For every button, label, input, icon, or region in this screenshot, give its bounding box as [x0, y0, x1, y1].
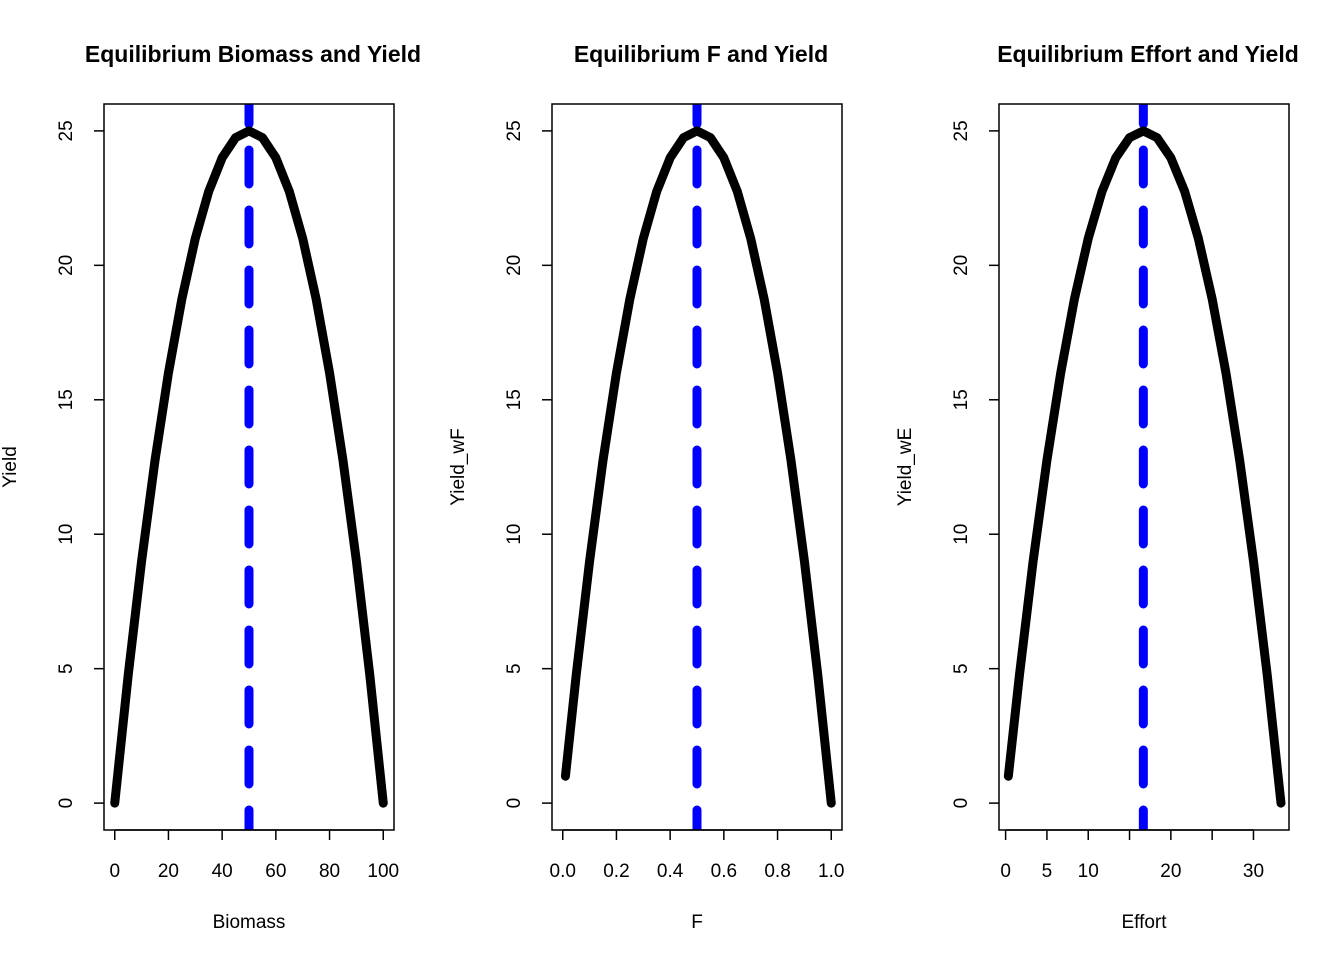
y-tick-label: 10: [504, 524, 525, 545]
plot-area: [560, 104, 836, 830]
y-tick-label: 20: [951, 255, 972, 276]
chart-title: Equilibrium Biomass and Yield: [85, 41, 421, 67]
y-tick-label: 15: [504, 389, 525, 410]
x-tick-label: 0: [1000, 861, 1011, 882]
y-tick-label: 5: [951, 663, 972, 674]
plot-area: [110, 104, 388, 830]
y-tick-label: 15: [951, 389, 972, 410]
chart-panel-1: Equilibrium Biomass and Yield 0 20 40 60 80 10…: [0, 41, 421, 933]
y-tick-label: 10: [951, 524, 972, 545]
x-tick-label: 0.0: [550, 861, 576, 882]
plot-area: [1003, 104, 1286, 830]
chart-title: Equilibrium Effort and Yield: [997, 41, 1299, 67]
y-tick-label: 15: [56, 389, 77, 410]
y-tick-label: 5: [504, 663, 525, 674]
x-tick-label: 0.6: [711, 861, 737, 882]
series-line-1: [110, 126, 388, 808]
x-tick-label: 5: [1042, 861, 1053, 882]
y-tick-label: 20: [56, 255, 77, 276]
x-tick-label: 100: [367, 861, 399, 882]
x-tick-label: 1.0: [818, 861, 844, 882]
x-tick-label: 30: [1243, 861, 1264, 882]
series-line-1: [1003, 126, 1286, 808]
x-tick-label: 0: [109, 861, 120, 882]
x-tick-label: 60: [265, 861, 286, 882]
y-tick-label: 25: [56, 120, 77, 141]
y-tick-label: 25: [504, 120, 525, 141]
x-tick-label: 20: [158, 861, 179, 882]
y-tick-label: 5: [56, 663, 77, 674]
y-tick-label: 10: [56, 524, 77, 545]
x-tick-label: 0.8: [764, 861, 790, 882]
y-tick-label: 0: [56, 798, 77, 809]
chart-title: Equilibrium F and Yield: [574, 41, 828, 67]
x-axis-label: Biomass: [213, 912, 286, 933]
y-tick-label: 0: [951, 798, 972, 809]
x-tick-label: 0.4: [657, 861, 684, 882]
y-axis-label: Yield: [0, 446, 21, 488]
y-tick-label: 20: [504, 255, 525, 276]
y-axis-label: Yield_wF: [448, 428, 469, 505]
x-tick-label: 40: [212, 861, 233, 882]
series-line-1: [560, 126, 836, 808]
y-tick-label: 25: [951, 120, 972, 141]
x-axis-label: F: [691, 912, 703, 933]
y-tick-label: 0: [504, 798, 525, 809]
x-tick-label: 10: [1078, 861, 1099, 882]
x-tick-label: 20: [1160, 861, 1181, 882]
x-tick-label: 80: [319, 861, 340, 882]
y-axis-label: Yield_wE: [895, 428, 916, 507]
x-tick-label: 0.2: [603, 861, 629, 882]
chart-panel-2: Equilibrium F and Yield 0.0 0.2 0.4 0.6 0.8 1.…: [448, 41, 844, 933]
chart-panel-3: Equilibrium Effort and Yield 0 5 10 20 30 0 5 10…: [895, 41, 1299, 933]
x-axis-label: Effort: [1121, 912, 1167, 933]
